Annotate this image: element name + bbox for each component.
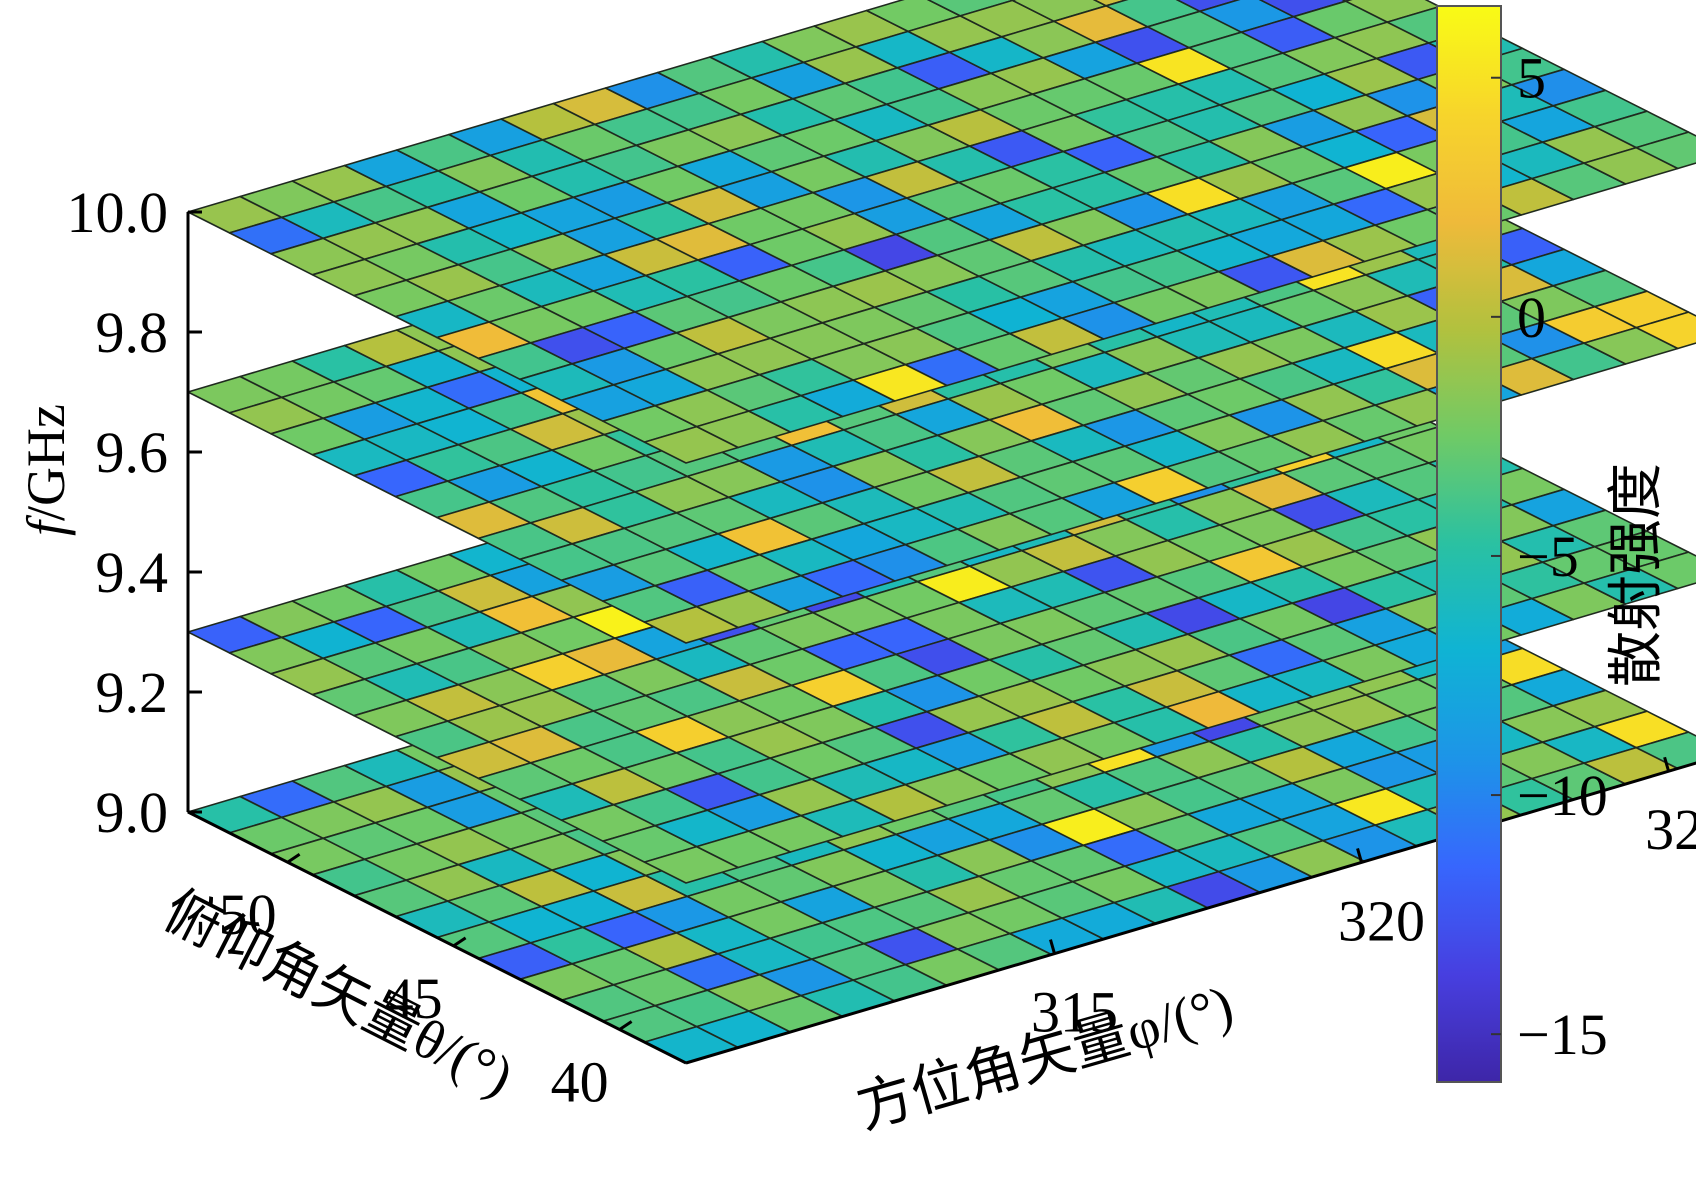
colorbar-tick-label: −10 (1517, 763, 1608, 828)
z-tick-label: 9.6 (96, 420, 169, 485)
colorbar-tick-label: 0 (1517, 285, 1546, 350)
heatmap-cell (1092, 0, 1129, 7)
z-axis-title-unit: /GHz (16, 404, 76, 521)
z-tick-label: 10.0 (67, 180, 169, 245)
colorbar (1436, 5, 1502, 1083)
theta-tick-mark (618, 1020, 633, 1031)
z-tick-label: 9.0 (96, 780, 169, 845)
z-tick-label: 9.2 (96, 660, 169, 725)
z-tick-label: 9.8 (96, 300, 169, 365)
phi-tick-label: 315 (1031, 980, 1118, 1045)
theta-tick-label: 40 (551, 1050, 609, 1115)
theta-tick-mark (286, 852, 301, 864)
colorbar-title: 散射强度 (1606, 463, 1668, 687)
colorbar-tick-label: −15 (1517, 1002, 1608, 1067)
theta-tick-label: 45 (385, 966, 443, 1031)
colorbar-tick-label: −5 (1517, 524, 1579, 589)
theta-axis-line (187, 810, 687, 1065)
theta-tick-label: 50 (219, 882, 277, 947)
phi-tick-label: 320 (1338, 888, 1425, 953)
heatmap-cell (1175, 0, 1241, 13)
heatmap-cell (1635, 131, 1696, 170)
heatmap-cell (1635, 731, 1696, 770)
phi-tick-label: 325 (1645, 797, 1696, 862)
heatmap-cell (1635, 311, 1696, 350)
phi-axis-line (685, 761, 1696, 1065)
z-axis-title: f/GHz (16, 404, 76, 536)
colorbar-tick-label: 5 (1517, 46, 1546, 111)
phi-tick-mark (1663, 756, 1671, 772)
heatmap-cell (1635, 551, 1696, 590)
phi-tick-mark (1356, 847, 1363, 863)
slice-plane-3 (187, 0, 1696, 464)
z-tick-label: 9.4 (96, 540, 169, 605)
theta-tick-mark (452, 936, 467, 948)
phi-tick-mark (1049, 939, 1056, 955)
